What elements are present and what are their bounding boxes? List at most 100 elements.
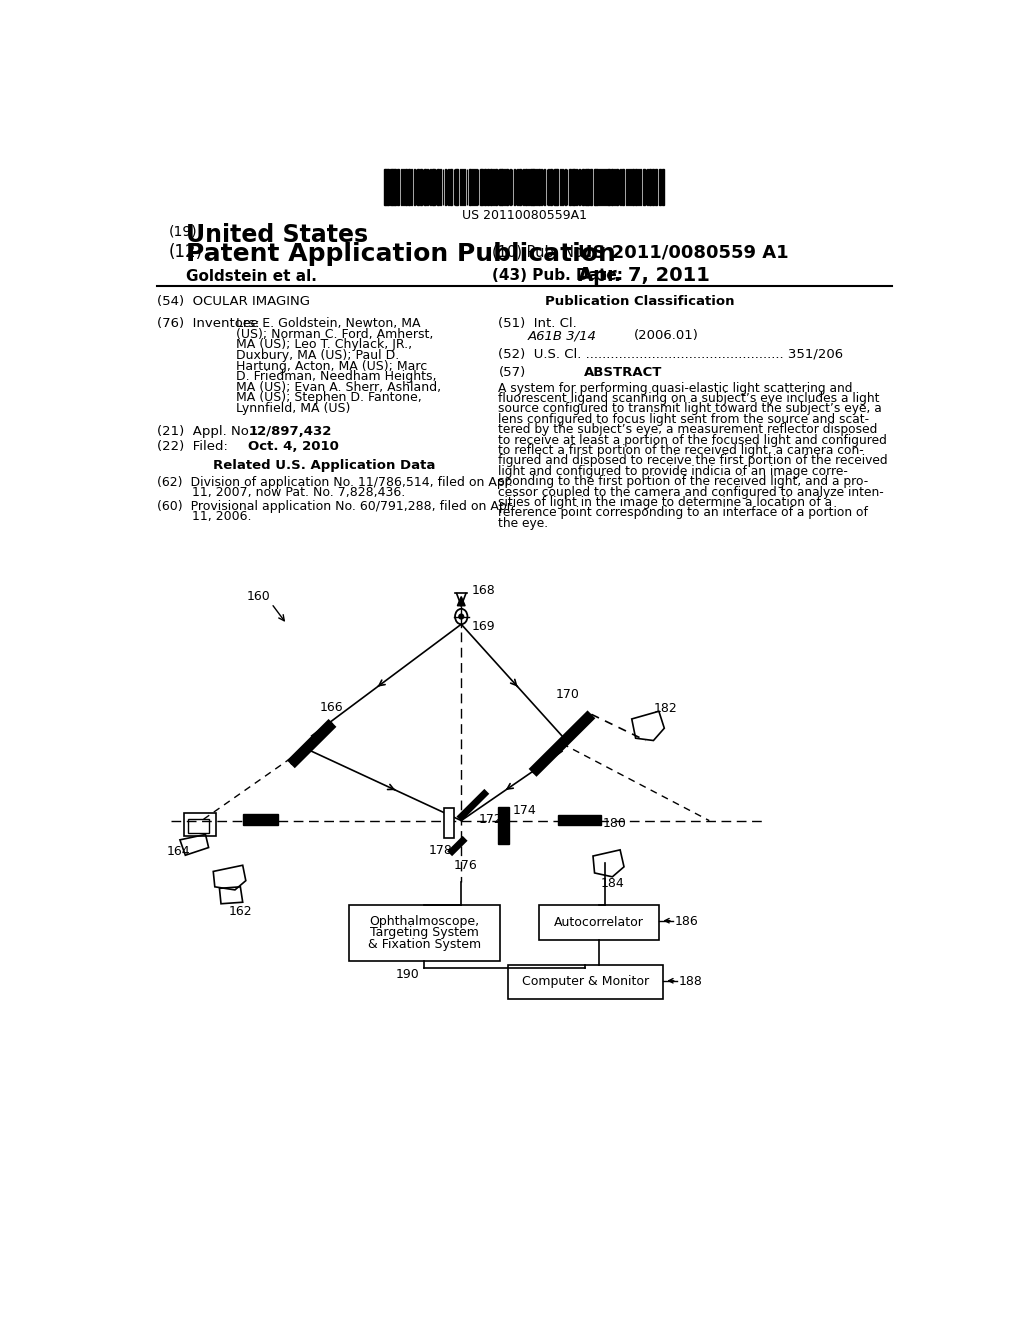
Text: Lynnfield, MA (US): Lynnfield, MA (US) [237, 403, 351, 414]
Text: 176: 176 [454, 859, 477, 873]
Text: reference point corresponding to an interface of a portion of: reference point corresponding to an inte… [499, 507, 868, 520]
Text: (US); Norman C. Ford, Amherst,: (US); Norman C. Ford, Amherst, [237, 327, 434, 341]
Text: (10) Pub. No.:: (10) Pub. No.: [493, 244, 593, 260]
Text: (22)  Filed:: (22) Filed: [158, 441, 228, 453]
Bar [406, 169, 407, 205]
Text: source configured to transmit light toward the subject’s eye, a: source configured to transmit light towa… [499, 403, 883, 416]
Text: MA (US); Evan A. Sherr, Ashland,: MA (US); Evan A. Sherr, Ashland, [237, 380, 441, 393]
Bar [616, 169, 617, 205]
Text: 12/897,432: 12/897,432 [248, 425, 332, 438]
Text: (57): (57) [499, 367, 525, 379]
Text: Patent Application Publication: Patent Application Publication [186, 242, 616, 265]
Bar [554, 169, 557, 205]
Text: US 2011/0080559 A1: US 2011/0080559 A1 [578, 243, 788, 261]
Text: US 20110080559A1: US 20110080559A1 [462, 209, 588, 222]
Bar [569, 169, 571, 205]
Bar [397, 169, 399, 205]
Text: sponding to the first portion of the received light, and a pro-: sponding to the first portion of the rec… [499, 475, 868, 488]
Bar [481, 169, 483, 205]
Text: 180: 180 [603, 817, 627, 830]
Bar [643, 169, 645, 205]
Text: 184: 184 [601, 876, 625, 890]
Bar [538, 169, 541, 205]
Bar [187, 818, 209, 833]
Bar [385, 169, 388, 205]
Bar [632, 169, 634, 205]
Bar [243, 814, 278, 825]
Bar [652, 169, 654, 205]
Text: 178: 178 [429, 845, 453, 858]
Bar [437, 169, 438, 205]
Text: 11, 2006.: 11, 2006. [193, 511, 252, 523]
Bar [506, 169, 508, 205]
Text: 164: 164 [167, 845, 190, 858]
Text: 166: 166 [319, 701, 343, 714]
Text: Goldstein et al.: Goldstein et al. [186, 268, 317, 284]
Text: MA (US); Stephen D. Fantone,: MA (US); Stephen D. Fantone, [237, 392, 422, 404]
Text: Publication Classification: Publication Classification [545, 296, 734, 309]
Text: Related U.S. Application Data: Related U.S. Application Data [213, 459, 435, 471]
Bar [500, 169, 502, 205]
Bar [534, 169, 535, 205]
Bar [583, 169, 585, 205]
Text: Duxbury, MA (US); Paul D.: Duxbury, MA (US); Paul D. [237, 348, 399, 362]
Text: lens configured to focus light sent from the source and scat-: lens configured to focus light sent from… [499, 413, 869, 426]
Text: 170: 170 [556, 688, 580, 701]
Bar [658, 169, 662, 205]
Text: figured and disposed to receive the first portion of the received: figured and disposed to receive the firs… [499, 454, 888, 467]
Bar [424, 169, 426, 205]
Bar [662, 169, 665, 205]
Circle shape [458, 614, 464, 619]
Polygon shape [458, 597, 465, 606]
Text: light and configured to provide indicia of an image corre-: light and configured to provide indicia … [499, 465, 848, 478]
Text: Lee E. Goldstein, Newton, MA: Lee E. Goldstein, Newton, MA [237, 317, 421, 330]
Bar [460, 169, 461, 205]
Text: to reflect a first portion of the received light, a camera con-: to reflect a first portion of the receiv… [499, 444, 864, 457]
Bar [530, 169, 532, 205]
Text: Hartung, Acton, MA (US); Marc: Hartung, Acton, MA (US); Marc [237, 359, 428, 372]
Bar [558, 816, 601, 825]
Text: (76)  Inventors:: (76) Inventors: [158, 317, 260, 330]
Bar [433, 169, 435, 205]
Text: 11, 2007, now Pat. No. 7,828,436.: 11, 2007, now Pat. No. 7,828,436. [193, 486, 406, 499]
Bar [420, 169, 422, 205]
Text: 162: 162 [228, 906, 252, 919]
Text: 174: 174 [512, 804, 537, 817]
Text: Oct. 4, 2010: Oct. 4, 2010 [248, 441, 339, 453]
Text: (43) Pub. Date:: (43) Pub. Date: [493, 268, 624, 282]
Bar [590, 169, 592, 205]
Text: (51)  Int. Cl.: (51) Int. Cl. [499, 317, 578, 330]
Bar [635, 169, 637, 205]
Text: & Fixation System: & Fixation System [368, 939, 481, 952]
Bar [464, 169, 465, 205]
Bar [469, 169, 471, 205]
Text: 186: 186 [675, 915, 698, 928]
Bar [499, 807, 509, 843]
Text: (2006.01): (2006.01) [634, 330, 699, 342]
Bar [392, 169, 394, 205]
Bar [417, 169, 420, 205]
Text: A61B 3/14: A61B 3/14 [528, 330, 597, 342]
Bar [539, 906, 658, 940]
Text: MA (US); Leo T. Chylack, JR.,: MA (US); Leo T. Chylack, JR., [237, 338, 413, 351]
Text: cessor coupled to the camera and configured to analyze inten-: cessor coupled to the camera and configu… [499, 486, 884, 499]
Text: (19): (19) [168, 224, 197, 239]
Text: Ophthalmoscope,: Ophthalmoscope, [370, 915, 479, 928]
Bar [560, 169, 561, 205]
Bar [450, 169, 452, 205]
Bar [495, 169, 497, 205]
Bar [524, 169, 527, 205]
Bar [508, 965, 663, 999]
Text: 169: 169 [472, 620, 496, 634]
Bar [349, 906, 500, 961]
Text: Apr. 7, 2011: Apr. 7, 2011 [578, 267, 710, 285]
Text: (60)  Provisional application No. 60/791,288, filed on Apr.: (60) Provisional application No. 60/791,… [158, 500, 515, 513]
Text: (12): (12) [168, 243, 203, 261]
Text: sities of light in the image to determine a location of a: sities of light in the image to determin… [499, 496, 833, 510]
Text: fluorescent ligand scanning on a subject’s eye includes a light: fluorescent ligand scanning on a subject… [499, 392, 880, 405]
Text: (52)  U.S. Cl. ................................................ 351/206: (52) U.S. Cl. ..........................… [499, 347, 844, 360]
Bar [626, 169, 627, 205]
Text: D. Friedman, Needham Heights,: D. Friedman, Needham Heights, [237, 370, 437, 383]
Text: (62)  Division of application No. 11/786,514, filed on Apr.: (62) Division of application No. 11/786,… [158, 475, 513, 488]
Text: Targeting System: Targeting System [370, 927, 479, 939]
